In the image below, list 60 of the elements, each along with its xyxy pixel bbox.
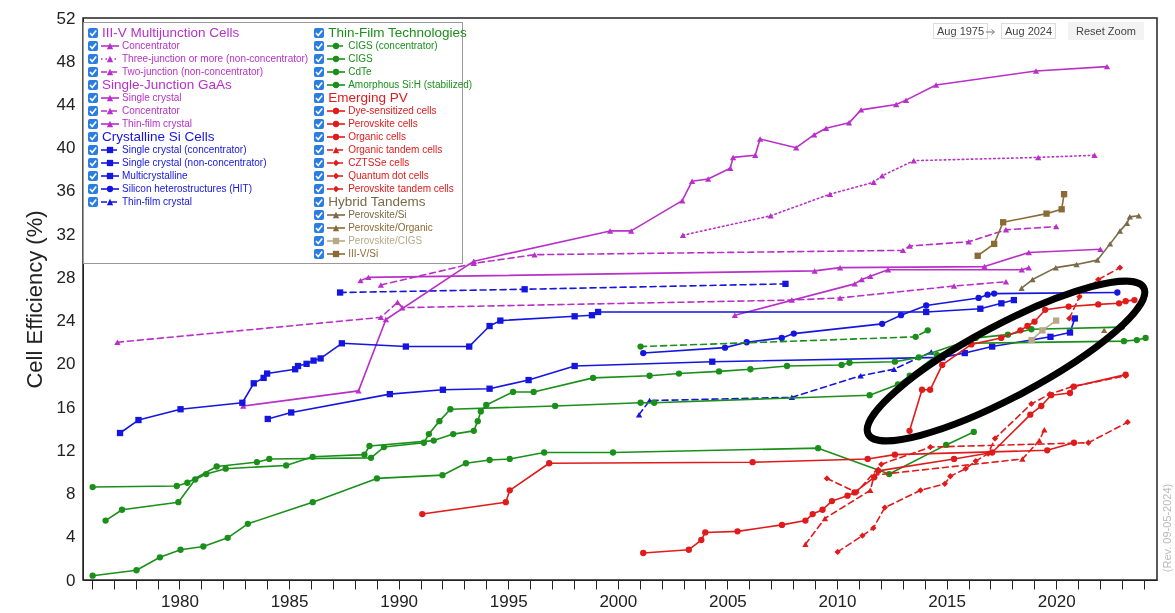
legend-label: Concentrator	[122, 40, 180, 51]
legend-label: Perovskite/Si	[348, 209, 407, 220]
legend-label: CIGS	[348, 53, 373, 64]
legend-label: CIGS (concentrator)	[348, 40, 438, 51]
legend-label: Two-junction (non-concentrator)	[122, 66, 264, 77]
y-tick-label: 32	[56, 224, 76, 244]
legend-label: Perovskite tandem cells	[348, 183, 454, 194]
x-tick-label: 1990	[380, 591, 419, 611]
y-tick-label: 36	[56, 181, 76, 201]
legend-label: Perovskite/CIGS	[348, 235, 423, 246]
annotation: III-V Multijunction Cells	[102, 25, 240, 40]
legend-label: Single crystal	[122, 92, 182, 103]
annotation: Aug 2024	[1001, 23, 1057, 39]
legend-label: Concentrator	[122, 105, 180, 116]
annotation: Reset Zoom	[1068, 22, 1144, 40]
annotation: Hybrid Tandems	[328, 194, 426, 209]
annotation: Crystalline Si Cells	[102, 129, 215, 144]
y-tick-label: 44	[56, 94, 76, 114]
y-tick-label: 0	[66, 570, 76, 590]
legend-label: Perovskite cells	[348, 118, 418, 129]
y-tick-label: 40	[56, 138, 76, 158]
y-axis-title: Cell Efficiency (%)	[21, 210, 47, 389]
y-tick-label: 20	[56, 354, 76, 374]
y-tick-label: 4	[66, 527, 76, 547]
legend-label: Three-junction or more (non-concentrator)	[122, 53, 309, 64]
legend-label: III-V/Si	[348, 248, 379, 259]
text: (Rev. 09-05-2024)	[1161, 483, 1173, 573]
x-tick-label: 1995	[489, 591, 528, 611]
legend-label: Single crystal (non-concentrator)	[122, 157, 267, 168]
annotation: Thin-Film Technologies	[328, 25, 467, 40]
annotation: Emerging PV	[328, 90, 408, 105]
legend-label: Multicrystalline	[122, 170, 188, 181]
legend-label: Perovskite/Organic	[348, 222, 433, 233]
legend-label: Single crystal (concentrator)	[122, 144, 247, 155]
annotation: Single-Junction GaAs	[102, 77, 232, 92]
legend-label: Silicon heterostructures (HIT)	[122, 183, 253, 194]
legend-label: Thin-film crystal	[122, 118, 193, 129]
x-tick-label: 2010	[818, 591, 857, 611]
y-tick-label: 48	[56, 51, 76, 71]
y-tick-label: 52	[56, 8, 76, 28]
x-tick-label: 2005	[708, 591, 747, 611]
y-tick-label: 24	[56, 311, 76, 331]
x-tick-label: 2000	[599, 591, 638, 611]
x-tick-label: 2020	[1037, 591, 1076, 611]
legend-label: Quantum dot cells	[348, 170, 429, 181]
y-tick-label: 8	[66, 484, 76, 504]
legend-label: CdTe	[348, 66, 372, 77]
legend-label: Organic tandem cells	[348, 144, 443, 155]
annotation: Aug 1975	[933, 23, 989, 39]
x-tick-label: 1980	[161, 591, 199, 611]
legend-label: Thin-film crystal	[122, 196, 193, 207]
x-tick-label: 2015	[928, 591, 966, 611]
legend-label: Dye-sensitized cells	[348, 105, 437, 116]
y-tick-label: 12	[56, 440, 76, 460]
legend-label: CZTSSe cells	[348, 157, 410, 168]
y-tick-label: 28	[56, 267, 76, 287]
legend-label: Organic cells	[348, 131, 407, 142]
y-tick-label: 16	[56, 397, 76, 417]
x-tick-label: 1985	[270, 591, 309, 611]
legend-label: Amorphous Si:H (stabilized)	[348, 79, 473, 90]
